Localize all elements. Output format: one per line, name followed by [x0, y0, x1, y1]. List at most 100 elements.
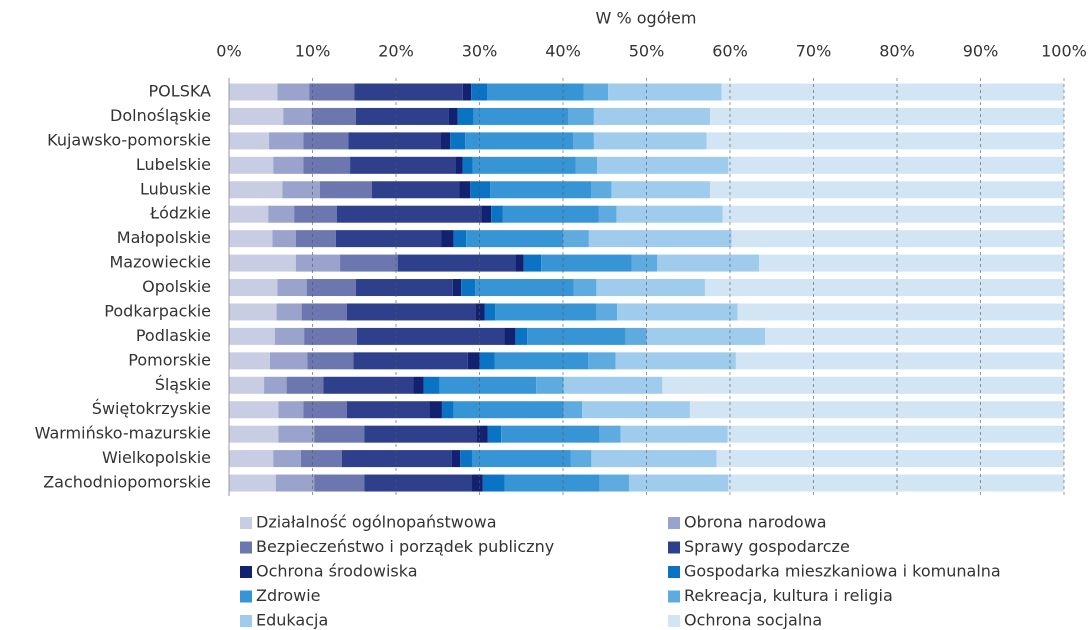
bar-segment	[229, 83, 278, 101]
y-tick-label: Podlaskie	[136, 326, 211, 345]
bar-segment	[336, 205, 482, 223]
y-tick-label: POLSKA	[149, 82, 212, 101]
bar-segment	[662, 376, 1064, 394]
bar-segment	[274, 327, 305, 345]
bar-segment	[597, 156, 729, 174]
bar-segment	[340, 254, 398, 272]
y-tick-label: Dolnośląskie	[110, 106, 211, 125]
bar-segment	[487, 83, 584, 101]
bar-segment	[295, 254, 341, 272]
bar-segment	[471, 450, 571, 468]
legend-label: Sprawy gospodarcze	[684, 537, 850, 556]
bar-segment	[479, 352, 495, 370]
bar-segment	[269, 352, 308, 370]
bar-segment	[515, 327, 528, 345]
y-tick-label: Wielkopolskie	[102, 448, 211, 467]
bar-segment	[307, 352, 354, 370]
legend-swatch	[668, 615, 680, 627]
legend-label: Działalność ogólnopaństwowa	[256, 513, 497, 532]
bar-segment	[573, 132, 594, 150]
bar-segment	[355, 279, 453, 297]
bar-segment	[450, 132, 466, 150]
legend-swatch	[668, 590, 680, 603]
bar-segment	[335, 230, 442, 248]
bar-segment	[311, 107, 356, 125]
y-tick-label: Łódzkie	[149, 204, 211, 223]
bar-segment	[264, 376, 287, 394]
bar-segment	[269, 132, 304, 150]
bar-segment	[631, 254, 658, 272]
bar-segment	[350, 156, 456, 174]
legend-label: Bezpieczeństwo i porządek publiczny	[256, 537, 554, 556]
bar-segment	[599, 425, 621, 443]
bar-segment	[728, 474, 1064, 492]
y-tick-label: Świętokrzyskie	[92, 399, 211, 418]
bar-segment	[501, 425, 600, 443]
bar-segment	[620, 425, 728, 443]
bar-segment	[481, 205, 492, 223]
bar-segment	[229, 254, 296, 272]
bar-segment	[229, 327, 275, 345]
legend-label: Ochrona środowiska	[256, 562, 418, 581]
bar-segment	[475, 279, 574, 297]
legend-swatch	[240, 541, 252, 554]
bar-segment	[272, 230, 296, 248]
bar-segment	[563, 376, 663, 394]
bar-segment	[439, 376, 537, 394]
bar-segment	[625, 327, 647, 345]
bar-segment	[283, 107, 312, 125]
bar-segment	[591, 450, 717, 468]
legend-swatch	[240, 590, 252, 603]
bar-segment	[229, 303, 277, 321]
bar-segment	[278, 425, 315, 443]
bar-segment	[441, 401, 454, 419]
bar-segment	[728, 156, 1064, 174]
bar-segment	[460, 450, 472, 468]
x-tick-label: 50%	[629, 42, 665, 61]
bar-segment	[527, 327, 626, 345]
bar-segment	[301, 303, 347, 321]
bar-segment	[229, 450, 274, 468]
bar-segment	[502, 205, 599, 223]
bar-segment	[306, 279, 356, 297]
legend-label: Gospodarka mieszkaniowa i komunalna	[684, 562, 1001, 581]
bar-segment	[731, 230, 1064, 248]
bar-segment	[593, 132, 707, 150]
bar-segment	[229, 352, 270, 370]
bar-segment	[462, 156, 473, 174]
bar-segment	[356, 327, 505, 345]
bar-segment	[303, 401, 347, 419]
bar-segment	[461, 279, 476, 297]
y-tick-label: Pomorskie	[128, 350, 211, 369]
bar-segment	[593, 107, 710, 125]
bar-segment	[573, 279, 597, 297]
legend-label: Ochrona socjalna	[684, 611, 822, 630]
legend-label: Zdrowie	[256, 586, 321, 605]
bar-segment	[583, 83, 609, 101]
x-tick-label: 100%	[1041, 42, 1087, 61]
legend-label: Edukacja	[256, 611, 328, 630]
bar-segment	[709, 181, 1064, 199]
x-tick-label: 20%	[378, 42, 414, 61]
bar-segment	[765, 327, 1064, 345]
bar-segment	[353, 352, 468, 370]
bar-segment	[286, 376, 324, 394]
bar-segment	[494, 352, 589, 370]
bar-segment	[466, 230, 563, 248]
y-tick-label: Śląskie	[155, 375, 211, 394]
bar-segment	[303, 156, 351, 174]
bar-segment	[515, 254, 524, 272]
x-tick-label: 70%	[796, 42, 832, 61]
bar-segment	[282, 181, 321, 199]
bar-segment	[278, 401, 304, 419]
bar-segment	[277, 279, 307, 297]
bar-segment	[465, 132, 574, 150]
bar-segment	[273, 450, 301, 468]
bar-segment	[303, 132, 349, 150]
legend-swatch	[240, 615, 252, 627]
bar-segment	[309, 83, 355, 101]
bar-segment	[229, 205, 269, 223]
y-tick-label: Zachodniopomorskie	[43, 473, 211, 492]
bar-segment	[300, 450, 342, 468]
bar-segment	[608, 83, 722, 101]
